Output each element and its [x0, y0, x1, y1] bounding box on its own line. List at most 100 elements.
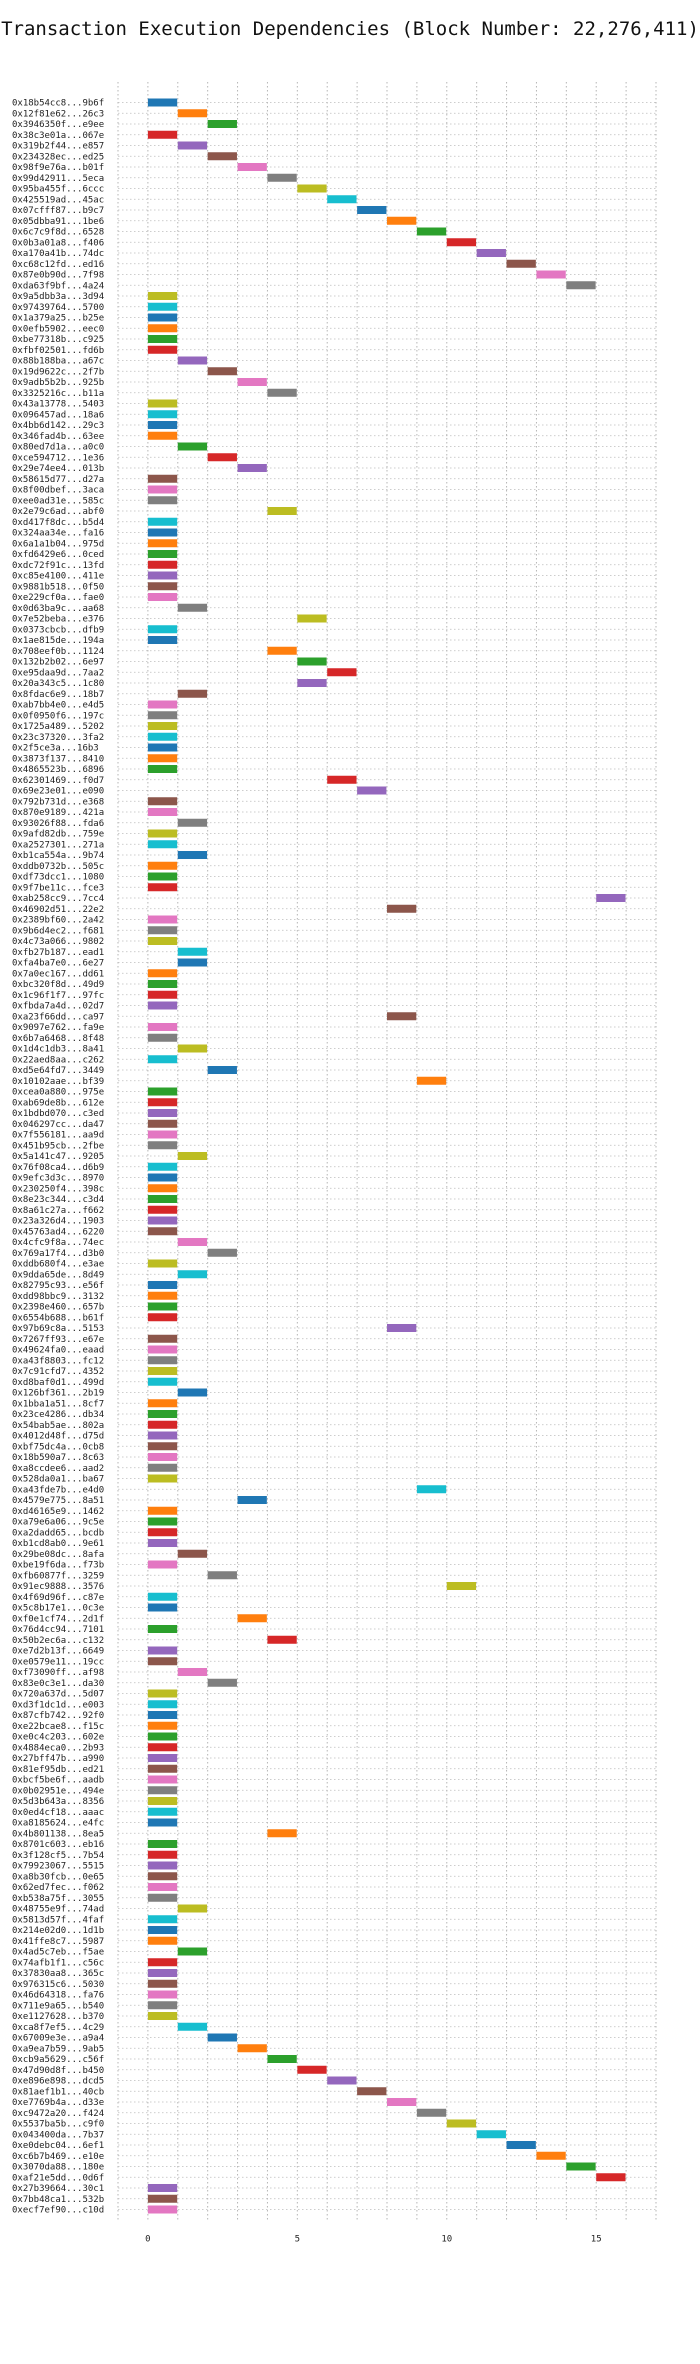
dependency-bar	[147, 840, 178, 849]
dependency-bar	[177, 1904, 208, 1913]
tx-label: 0xe896e898...dcd5	[12, 2077, 104, 2087]
dependency-bar	[267, 646, 297, 655]
dependency-bar	[416, 1076, 447, 1085]
tx-label: 0x126bf361...2b19	[12, 1389, 104, 1399]
dependency-bar	[357, 2087, 387, 2096]
tx-label: 0x0ed4cf18...aaac	[12, 1808, 104, 1818]
tx-label: 0x62301469...f0d7	[12, 776, 104, 786]
tx-label: 0xbcf5be6f...aadb	[12, 1776, 104, 1786]
tx-label: 0x22aed8aa...c262	[12, 1055, 104, 1065]
tx-label: 0x976315c6...5030	[12, 1980, 104, 1990]
tx-label: 0xecf7ef90...c10d	[12, 2206, 104, 2216]
tx-label: 0x708eef0b...1124	[12, 647, 104, 657]
dependency-bar	[147, 829, 178, 838]
dependency-bar	[147, 593, 178, 601]
tx-label: 0x1725a489...5202	[12, 722, 104, 732]
dependency-bar	[327, 195, 357, 204]
dependency-bar	[147, 2001, 178, 2010]
dependency-bar	[147, 1227, 178, 1236]
tx-label: 0xdc72f91c...13fd	[12, 561, 104, 571]
tx-label: 0xd46165e9...1462	[12, 1507, 104, 1517]
tx-label: 0x82795c93...e56f	[12, 1281, 104, 1291]
dependency-bar	[147, 980, 178, 988]
tx-label: 0xfa4ba7e0...6e27	[12, 959, 104, 969]
dependency-bar	[147, 2205, 178, 2214]
tx-label: 0xfd6429e6...0ced	[12, 550, 104, 560]
dependency-bar	[147, 1023, 178, 1031]
tx-label: 0x67009e3e...a9a4	[12, 2034, 104, 2044]
tx-label: 0xd8baf0d1...499d	[12, 1378, 104, 1388]
tx-label: 0x49624fa0...eaad	[12, 1346, 104, 1356]
dependency-bar	[147, 571, 178, 580]
dependency-bar	[147, 754, 178, 763]
tx-label: 0xbc320f8d...49d9	[12, 980, 104, 990]
dependency-bar	[147, 313, 178, 322]
tx-label: 0x769a17f4...d3b0	[12, 1249, 104, 1259]
tx-label: 0x83e0c3e1...da30	[12, 1679, 104, 1689]
dependency-bar	[297, 184, 327, 193]
dependency-bar	[147, 1302, 178, 1311]
tx-label: 0x096457ad...18a6	[12, 410, 104, 420]
dependency-bar	[177, 356, 208, 365]
tx-label: 0x58615d77...d27a	[12, 475, 104, 485]
tx-label: 0x50b2ec6a...c132	[12, 1636, 104, 1646]
dependency-bar	[147, 1936, 178, 1945]
dependency-bar	[387, 904, 417, 913]
dependency-bar	[147, 1592, 178, 1601]
dependency-bar	[147, 292, 178, 300]
dependency-bar	[147, 700, 178, 709]
tx-label: 0x792b731d...e368	[12, 797, 104, 807]
tx-label: 0x9881b518...0f50	[12, 582, 104, 592]
dependency-bar	[147, 1850, 178, 1859]
tx-label: 0x9efc3d3c...8970	[12, 1174, 104, 1184]
dependency-bar	[147, 711, 178, 720]
dependency-bar	[207, 1066, 237, 1074]
tx-label: 0xe7769b4a...d33e	[12, 2098, 104, 2108]
tx-label: 0xfb60877f...3259	[12, 1571, 104, 1581]
dependency-bar	[416, 2108, 447, 2117]
tx-label: 0x79923067...5515	[12, 1862, 104, 1872]
tx-label: 0xfbf02501...fd6b	[12, 346, 104, 356]
dependency-bar	[147, 1474, 178, 1483]
tx-label: 0x95ba455f...6ccc	[12, 185, 104, 195]
tx-label: 0x48755e9f...74ad	[12, 1905, 104, 1915]
tx-label: 0x8a61c27a...f662	[12, 1206, 104, 1216]
dependency-bar	[147, 1786, 178, 1795]
dependency-bar	[596, 2173, 626, 2182]
tx-label: 0x91ec9888...3576	[12, 1582, 104, 1592]
dependency-bar	[177, 109, 208, 118]
tx-label: 0x8fdac6e9...18b7	[12, 690, 104, 700]
dependency-bar	[536, 2151, 566, 2160]
tx-label: 0x0f0950f6...197c	[12, 711, 104, 721]
tx-label: 0x720a637d...5d07	[12, 1690, 104, 1700]
dependency-bar	[147, 1797, 178, 1805]
tx-label: 0x4b801138...8ea5	[12, 1829, 104, 1839]
x-tick-label: 5	[295, 2235, 300, 2245]
tx-label: 0x7c91cfd7...4352	[12, 1367, 104, 1377]
dependency-bar	[147, 1775, 178, 1784]
tx-label: 0xa8ccdee6...aad2	[12, 1464, 104, 1474]
dependency-bar	[147, 1872, 178, 1881]
chart-title: Transaction Execution Dependencies (Bloc…	[1, 18, 699, 40]
tx-label: 0x8e23c344...c3d4	[12, 1195, 104, 1205]
dependency-bar	[147, 474, 178, 483]
dependency-bar	[177, 818, 208, 827]
tx-label: 0x93026f88...fda6	[12, 819, 104, 829]
tx-label: 0x5a141c47...9205	[12, 1152, 104, 1162]
dependency-bar	[147, 990, 178, 999]
dependency-bar	[147, 517, 178, 526]
dependency-bar	[147, 969, 178, 978]
dependency-bar	[147, 926, 178, 935]
dependency-bar	[506, 259, 536, 268]
dependency-bar	[147, 496, 178, 505]
dependency-bar	[207, 2033, 237, 2042]
tx-label: 0x9adb5b2b...925b	[12, 378, 104, 388]
dependency-bar	[147, 732, 178, 741]
tx-label: 0x38c3e01a...067e	[12, 131, 104, 141]
dependency-bar	[147, 1184, 178, 1193]
tx-label: 0x6c7c9f8d...6528	[12, 228, 104, 238]
dependency-bar	[177, 1238, 208, 1246]
tx-label: 0x5537ba5b...c9f0	[12, 2120, 104, 2130]
tx-label: 0xfbda7a4d...02d7	[12, 1002, 104, 1012]
tx-label: 0x69e23e01...e090	[12, 787, 104, 797]
